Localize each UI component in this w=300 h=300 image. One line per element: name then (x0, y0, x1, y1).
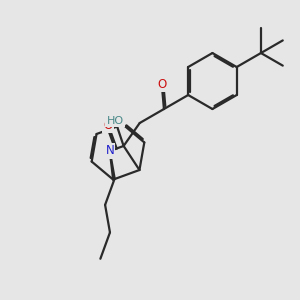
Text: O: O (157, 78, 167, 91)
Text: N: N (105, 145, 114, 158)
Text: O: O (104, 119, 113, 132)
Text: HO: HO (106, 116, 124, 126)
